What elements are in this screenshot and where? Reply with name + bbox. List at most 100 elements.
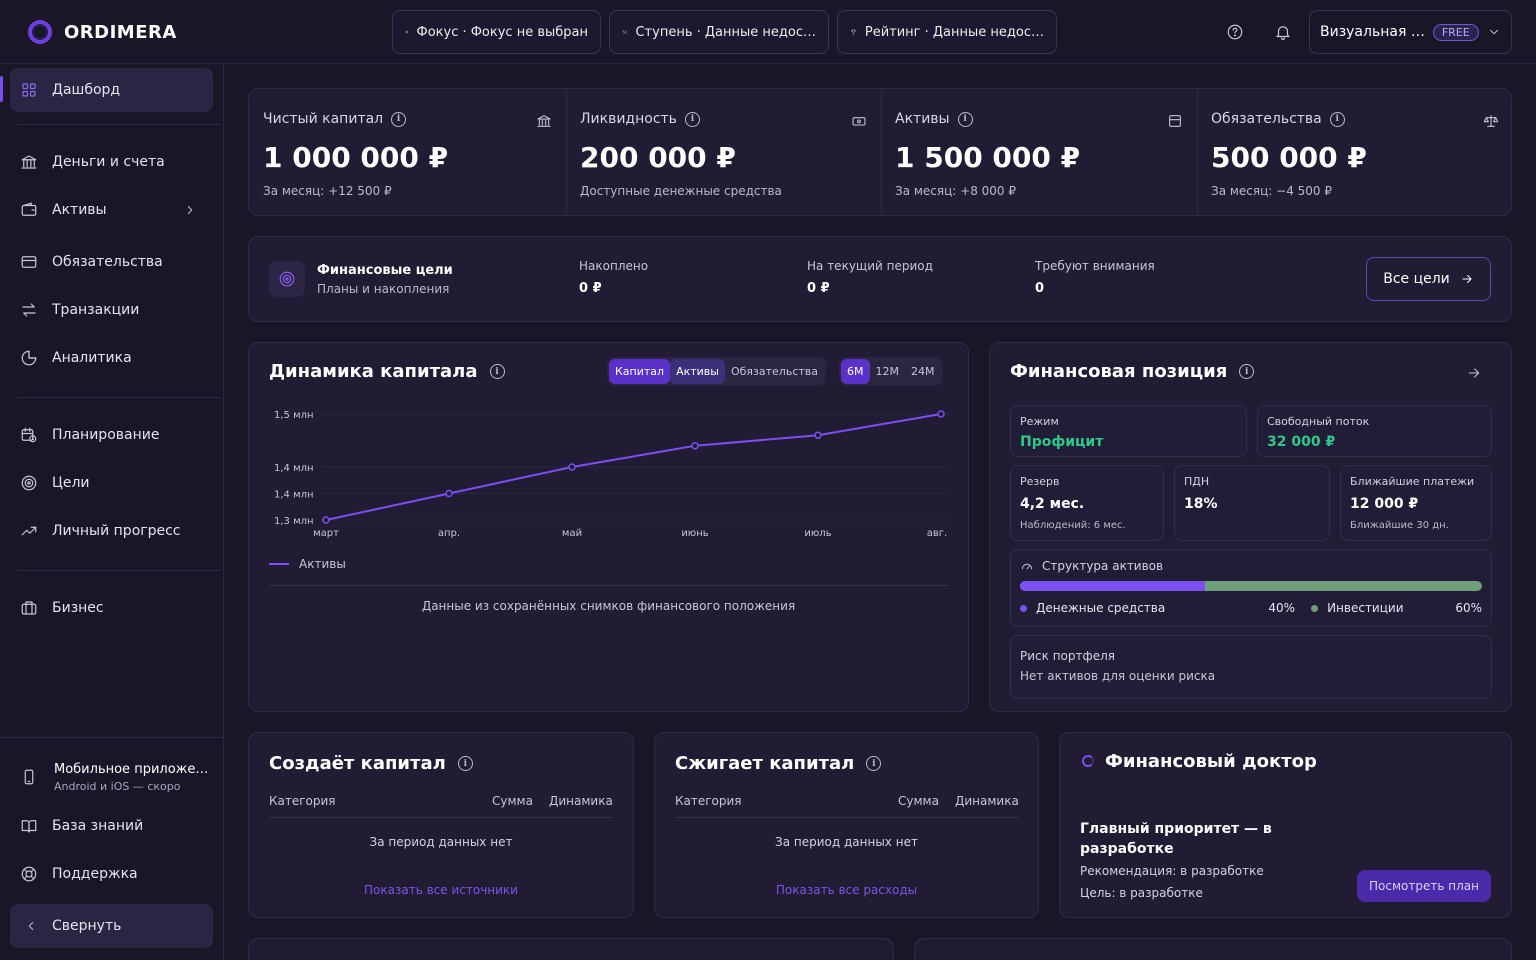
- tab-assets[interactable]: Активы: [670, 359, 725, 384]
- position-title-row: Финансовая позиция i: [1010, 361, 1255, 382]
- top-bar: ORDIMERA Фокус · Фокус не выбран Ступень…: [0, 0, 1536, 64]
- divider: [18, 124, 221, 125]
- capital-dynamics-card: Динамика капитала i Капитал Активы Обяза…: [248, 342, 969, 712]
- capital-footnote: Данные из сохранённых снимков финансовог…: [421, 599, 796, 613]
- burns-capital-card: Сжигает капитал i Категория Сумма Динами…: [654, 732, 1039, 918]
- sidebar-item-money[interactable]: Деньги и счета: [10, 140, 213, 184]
- book-icon: [21, 820, 37, 833]
- show-sources-link[interactable]: Показать все источники: [364, 883, 518, 897]
- doctor-recommendation: Рекомендация: в разработке: [1080, 864, 1264, 878]
- all-goals-label: Все цели: [1383, 271, 1450, 287]
- briefcase-icon: [21, 601, 37, 615]
- sidebar-item-label: Транзакции: [52, 302, 140, 318]
- range-12m[interactable]: 12M: [875, 365, 900, 378]
- tab-capital[interactable]: Капитал: [609, 359, 671, 384]
- info-icon[interactable]: i: [457, 756, 473, 771]
- stat-liquidity[interactable]: Ликвидность i 200 000 ₽ Доступные денежны…: [566, 89, 881, 217]
- sidebar-item-label: База знаний: [52, 818, 144, 834]
- x-tick-label: июль: [804, 528, 831, 539]
- data-point[interactable]: [691, 442, 699, 450]
- mode-tile: Режим Профицит: [1010, 405, 1247, 457]
- bell-icon[interactable]: [1274, 23, 1292, 41]
- range-6m[interactable]: 6M: [841, 359, 870, 384]
- sidebar-item-label: Планирование: [52, 427, 160, 443]
- divider: [269, 817, 613, 818]
- target-icon: [21, 475, 37, 491]
- payments-value: 12 000 ₽: [1350, 496, 1419, 512]
- y-tick-label: 1,5 млн: [274, 410, 314, 421]
- data-point[interactable]: [445, 489, 453, 498]
- lifebuoy-icon: [21, 866, 37, 882]
- capital-title-row: Динамика капитала i: [269, 361, 505, 382]
- sidebar-item-business[interactable]: Бизнес: [10, 586, 213, 630]
- step-pill[interactable]: Ступень · Данные недос…: [609, 10, 829, 54]
- info-icon[interactable]: i: [391, 111, 407, 127]
- app-logo[interactable]: ORDIMERA: [28, 20, 177, 44]
- wallet-icon: [21, 202, 37, 216]
- data-point[interactable]: [322, 516, 330, 524]
- all-goals-button[interactable]: Все цели: [1366, 257, 1491, 301]
- period-label: На текущий период: [807, 259, 933, 273]
- sidebar-item-progress[interactable]: Личный прогресс: [10, 509, 213, 553]
- creates-empty: За период данных нет: [369, 835, 513, 849]
- sidebar-item-support[interactable]: Поддержка: [10, 852, 213, 896]
- logo-icon: [28, 20, 52, 44]
- stat-assets[interactable]: Активы i 1 500 000 ₽ За месяц: +8 000 ₽: [881, 89, 1197, 217]
- mobile-app-promo[interactable]: Мобильное приложе… Android и iOS — скоро: [20, 754, 215, 800]
- view-plan-button[interactable]: Посмотреть план: [1357, 870, 1491, 902]
- summary-stats: Чистый капитал i 1 000 000 ₽ За месяц: +1…: [248, 88, 1513, 217]
- sidebar-item-analytics[interactable]: Аналитика: [10, 336, 213, 380]
- creates-capital-card: Создаёт капитал i Категория Сумма Динами…: [248, 732, 634, 918]
- tab-liabilities[interactable]: Обязательства: [730, 365, 819, 378]
- x-tick-label: июнь: [681, 528, 708, 539]
- structure-header: Структура активов: [1020, 559, 1482, 573]
- chevron-left-icon: [28, 922, 34, 930]
- stat-net-worth[interactable]: Чистый капитал i 1 000 000 ₽ За месяц: +1…: [249, 89, 566, 217]
- sidebar-item-assets[interactable]: Активы: [10, 188, 213, 232]
- collapse-button[interactable]: Свернуть: [10, 904, 213, 948]
- sidebar-item-planning[interactable]: Планирование: [10, 413, 213, 457]
- info-icon[interactable]: i: [1239, 364, 1255, 379]
- info-icon[interactable]: i: [684, 111, 700, 127]
- info-icon[interactable]: i: [489, 364, 505, 379]
- info-icon[interactable]: i: [866, 756, 882, 771]
- scales-icon: [1483, 115, 1499, 127]
- sidebar-item-dashboard[interactable]: Дашборд: [10, 68, 213, 112]
- show-expenses-link[interactable]: Показать все расходы: [775, 883, 918, 897]
- sidebar-item-goals[interactable]: Цели: [10, 461, 213, 505]
- structure-bar: [1020, 581, 1482, 591]
- stat-value: 200 000 ₽: [580, 141, 736, 174]
- invest-dot: [1311, 604, 1319, 612]
- help-icon[interactable]: [1226, 23, 1244, 41]
- trophy-icon: [851, 29, 856, 35]
- chevron-right-icon: [187, 206, 193, 214]
- data-point[interactable]: [814, 431, 822, 439]
- stat-liabilities[interactable]: Обязательства i 500 000 ₽ За месяц: −4 50…: [1197, 89, 1513, 217]
- free-flow-tile: Свободный поток 32 000 ₽: [1257, 405, 1492, 457]
- range-24m[interactable]: 24M: [911, 365, 935, 378]
- sidebar-item-transactions[interactable]: Транзакции: [10, 288, 213, 332]
- info-icon[interactable]: i: [1329, 111, 1345, 127]
- app-name: ORDIMERA: [64, 21, 177, 43]
- sidebar-item-knowledge[interactable]: База знаний: [10, 804, 213, 848]
- data-point[interactable]: [937, 410, 945, 418]
- arrow-right-icon[interactable]: [1466, 365, 1482, 381]
- sidebar: Дашборд Деньги и счета Активы Обязательс…: [0, 64, 224, 960]
- info-icon[interactable]: i: [957, 111, 973, 127]
- metric-tabs: Капитал Активы Обязательства: [607, 357, 827, 386]
- sidebar-item-label: Поддержка: [52, 866, 138, 882]
- step-label: Ступень · Данные недос…: [635, 24, 816, 40]
- burns-title-row: Сжигает капитал i: [675, 753, 882, 774]
- sidebar-item-label: Бизнес: [52, 600, 104, 616]
- period-value: 0 ₽: [807, 281, 830, 296]
- risk-title: Риск портфеля: [1020, 649, 1116, 663]
- sidebar-item-liabilities[interactable]: Обязательства: [10, 240, 213, 284]
- user-select[interactable]: Визуальная … FREE: [1309, 10, 1512, 54]
- divider: [18, 570, 221, 571]
- payments-tile: Ближайшие платежи 12 000 ₽ Ближайшие 30 …: [1340, 465, 1492, 541]
- data-point[interactable]: [568, 463, 576, 471]
- rating-pill[interactable]: Рейтинг · Данные недос…: [837, 10, 1057, 54]
- focus-pill[interactable]: Фокус · Фокус не выбран: [392, 10, 601, 54]
- doctor-priority: Главный приоритет — в разработке: [1080, 821, 1272, 857]
